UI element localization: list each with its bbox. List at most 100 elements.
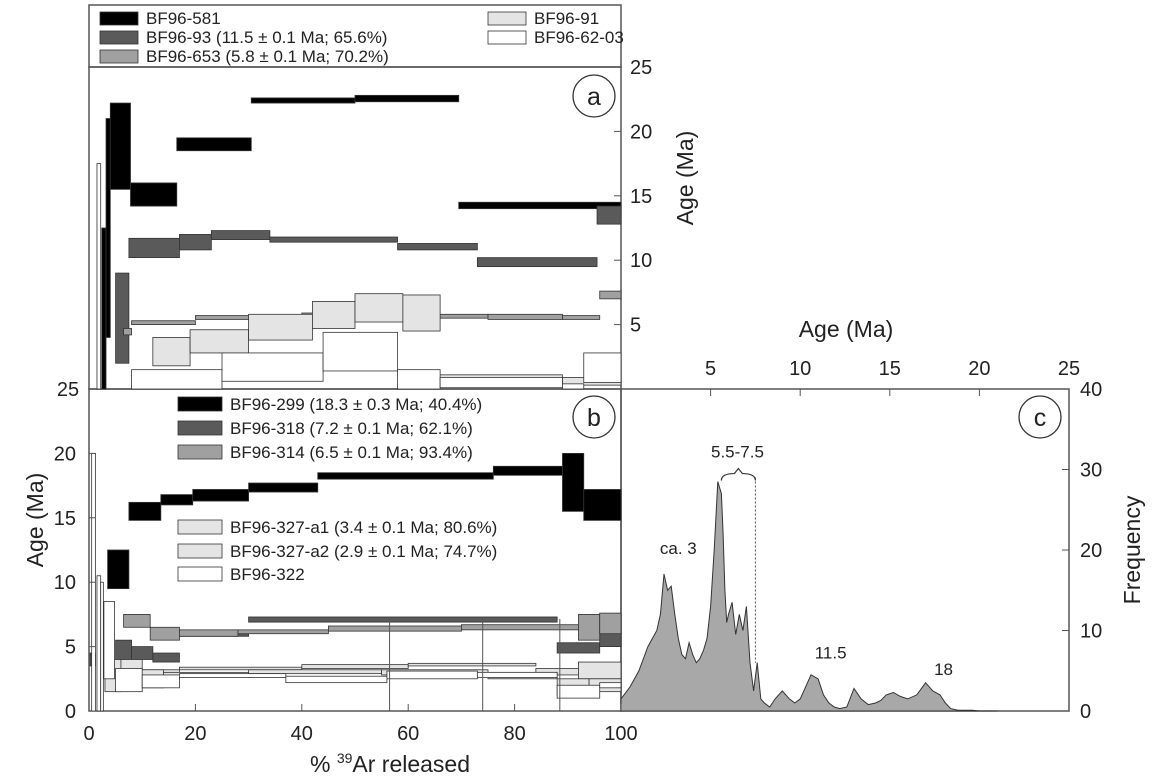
b-xtick-label-5: 100 xyxy=(604,723,637,745)
b-xtick-label-4: 80 xyxy=(503,723,525,745)
b-xtick-label-0: 0 xyxy=(83,723,94,745)
b-series0-step-0 xyxy=(107,549,130,590)
a-series1-step-5 xyxy=(397,243,478,251)
panel-label-b-circle xyxy=(572,395,616,439)
b-legend-swatch-4 xyxy=(177,543,223,559)
panel-label-a-circle xyxy=(572,74,616,118)
ylabel-c: Frequency xyxy=(1119,495,1145,604)
a-series4-step-5 xyxy=(439,377,563,389)
b-series1-step-6 xyxy=(556,642,601,654)
ylabel-a: Age (Ma) xyxy=(672,131,698,226)
b-xtick-label-1: 20 xyxy=(184,723,206,745)
b-ytick-label-1: 5 xyxy=(65,637,76,659)
a-series2-step-7 xyxy=(599,290,622,300)
b-series0-step-5 xyxy=(317,472,494,480)
c-ytick-label-3: 30 xyxy=(1080,460,1102,482)
a-series4-step-1 xyxy=(131,369,223,390)
a-series1-step-7 xyxy=(596,205,622,225)
b-legend-label-3: BF96-327-a1 (3.4 ± 0.1 Ma; 80.6%) xyxy=(230,518,497,537)
c-annotation-1: 5.5-7.5 xyxy=(711,442,764,461)
c-xtick-label-4: 25 xyxy=(1058,358,1080,380)
a-series1-step-6 xyxy=(476,257,598,268)
a-ytick-label-1: 10 xyxy=(630,250,652,272)
a-series1-step-4 xyxy=(269,236,398,243)
a-series3-step-1 xyxy=(189,329,250,354)
a-legend-label-4: BF96-62-03 xyxy=(534,28,624,47)
b-series3-step-4 xyxy=(407,662,537,667)
b-ytick-label-3: 15 xyxy=(54,508,76,530)
c-xtick-label-0: 5 xyxy=(705,358,716,380)
plot-a-steps xyxy=(96,94,622,390)
panel-label-c-circle xyxy=(1018,395,1062,439)
b-legend-label-4: BF96-327-a2 (2.9 ± 0.1 Ma; 74.7%) xyxy=(230,542,497,561)
b-series4-step-3 xyxy=(248,669,383,675)
c-annotation-0: ca. 3 xyxy=(660,539,697,558)
a-series3-step-4 xyxy=(354,293,404,323)
a-series3-step-5 xyxy=(402,294,441,332)
b-ytick-label-2: 10 xyxy=(54,572,76,594)
a-series0-step-5 xyxy=(250,97,356,104)
b-legend-swatch-5 xyxy=(177,566,223,582)
a-series0-step-6 xyxy=(354,94,460,103)
a-legend-swatch-4 xyxy=(487,30,527,45)
b-series5-step-10 xyxy=(556,684,601,699)
b-legend-label-0: BF96-299 (18.3 ± 0.3 Ma; 40.4%) xyxy=(230,395,482,414)
a-series3-step-2 xyxy=(248,313,313,341)
a-legend-swatch-3 xyxy=(487,11,527,26)
a-series4-step-0 xyxy=(96,163,102,390)
a-series4-step-6 xyxy=(562,383,585,390)
a-series0-step-3 xyxy=(130,182,178,207)
a-series4-step-2 xyxy=(221,352,324,382)
a-series1-step-0 xyxy=(115,272,130,364)
a-ytick-label-0: 5 xyxy=(630,315,641,337)
axes-c: 5 10 15 20 25 0 10 20 30 40 xyxy=(705,358,1102,723)
a-legend-label-1: BF96-93 (11.5 ± 0.1 Ma; 65.6%) xyxy=(146,28,387,47)
b-series5-step-4 xyxy=(115,668,143,693)
a-legend-swatch-2 xyxy=(99,49,139,64)
c-annotation-3: 18 xyxy=(934,660,953,679)
b-series0-step-3 xyxy=(192,489,250,502)
ylabel-b: Age (Ma) xyxy=(22,473,48,568)
b-series5-step-2 xyxy=(100,581,104,712)
b-series0-step-1 xyxy=(128,501,162,521)
c-area-series xyxy=(620,481,998,712)
b-series1-step-2 xyxy=(131,646,154,660)
b-xtick-label-2: 40 xyxy=(291,723,313,745)
b-series5-step-1 xyxy=(96,575,102,712)
c-annotation-2: 11.5 xyxy=(815,644,847,663)
a-series2-step-5 xyxy=(487,313,563,320)
a-series0-step-1 xyxy=(105,118,111,338)
xlabel-c: Age (Ma) xyxy=(799,316,894,342)
a-series4-step-4 xyxy=(397,369,441,390)
legend-a-frame xyxy=(88,4,622,68)
b-series2-step-5 xyxy=(460,624,579,631)
b-series2-step-0 xyxy=(123,614,151,628)
c-xtick-label-1: 10 xyxy=(789,358,811,380)
b-series2-step-4 xyxy=(327,625,462,632)
c-xtick-label-2: 15 xyxy=(879,358,901,380)
a-ytick-label-2: 15 xyxy=(630,186,652,208)
xlabel-b-sup: 39 xyxy=(337,750,353,766)
b-series5-step-9 xyxy=(476,671,558,678)
b-xtick-label-3: 60 xyxy=(397,723,419,745)
a-legend-swatch-0 xyxy=(99,11,139,26)
a-series4-step-3 xyxy=(322,331,398,372)
b-series5-step-6 xyxy=(179,673,287,678)
a-series4-step-7 xyxy=(583,352,622,383)
a-series0-step-2 xyxy=(109,102,131,190)
b-legend-label-1: BF96-318 (7.2 ± 0.1 Ma; 62.1%) xyxy=(230,419,473,438)
b-series1-step-3 xyxy=(152,652,180,663)
xlabel-b-rest: Ar released xyxy=(352,751,470,777)
a-series1-step-3 xyxy=(210,230,271,240)
b-series2-step-1 xyxy=(149,626,180,641)
a-legend-label-3: BF96-91 xyxy=(534,9,599,28)
b-series5-step-3 xyxy=(103,601,115,680)
c-ytick-label-1: 10 xyxy=(1080,621,1102,643)
c-ytick-label-2: 20 xyxy=(1080,540,1102,562)
plot-b-steps xyxy=(89,452,622,712)
a-ytick-label-4: 25 xyxy=(630,57,652,79)
left-tick-25: 25 xyxy=(57,379,79,401)
c-xtick-label-3: 20 xyxy=(968,358,990,380)
b-series5-step-8 xyxy=(386,670,478,680)
